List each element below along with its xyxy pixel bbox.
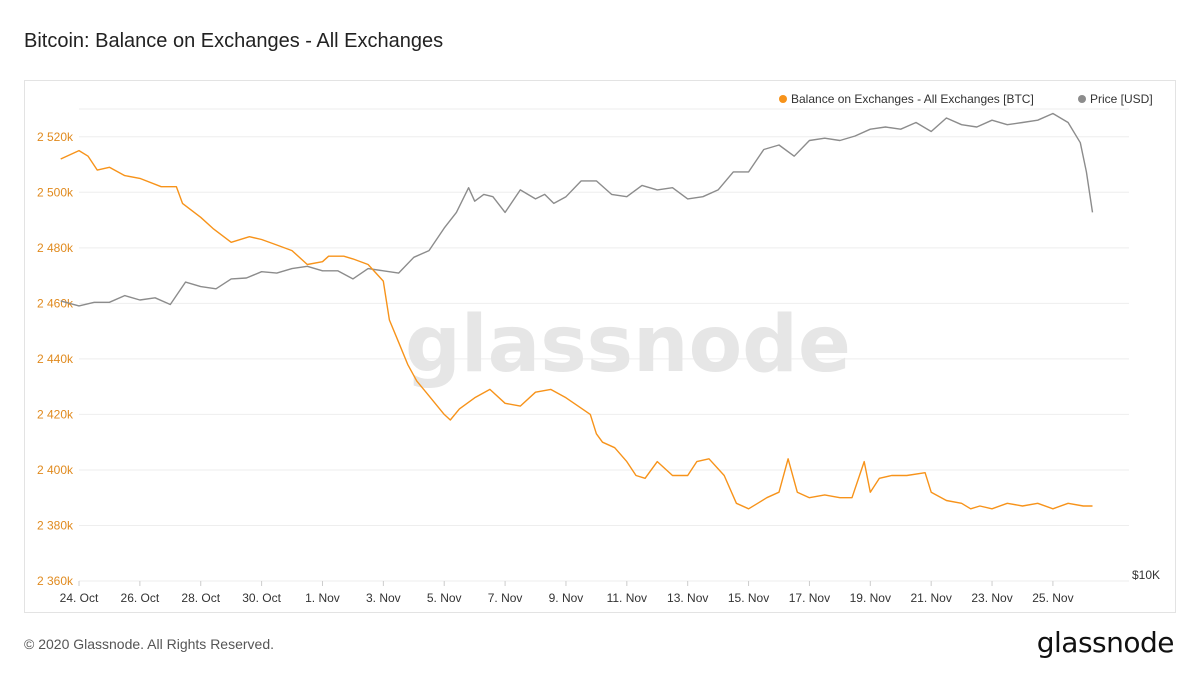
x-tick-label: 5. Nov	[427, 591, 462, 605]
copyright-footer: © 2020 Glassnode. All Rights Reserved.	[24, 636, 275, 652]
right-axis-tick-label: $10K	[1132, 568, 1160, 582]
x-tick-label: 17. Nov	[789, 591, 830, 605]
x-tick-label: 1. Nov	[305, 591, 340, 605]
chart-svg: glassnode 2 360k 2 380k 2 400k 2 420k 2 440k…	[37, 92, 1160, 605]
y-tick-label: 2 420k	[37, 407, 74, 421]
x-tick-label: 30. Oct	[242, 591, 281, 605]
x-tick-label: 26. Oct	[121, 591, 160, 605]
legend[interactable]: Balance on Exchanges - All Exchanges [BT…	[779, 92, 1153, 106]
x-tick-label: 21. Nov	[910, 591, 951, 605]
y-tick-label: 2 520k	[37, 130, 74, 144]
x-tick-label: 25. Nov	[1032, 591, 1073, 605]
legend-price-label[interactable]: Price [USD]	[1090, 92, 1153, 106]
y-tick-label: 2 500k	[37, 185, 74, 199]
x-tick-label: 9. Nov	[549, 591, 584, 605]
x-tick-label: 15. Nov	[728, 591, 769, 605]
x-tick-label: 19. Nov	[850, 591, 891, 605]
x-tick-label: 28. Oct	[181, 591, 220, 605]
legend-price-marker	[1078, 95, 1086, 103]
legend-balance-marker	[779, 95, 787, 103]
x-tick-label: 24. Oct	[60, 591, 99, 605]
y-tick-label: 2 460k	[37, 296, 74, 310]
balance-series-line	[60, 149, 1093, 510]
x-tick-label: 7. Nov	[488, 591, 523, 605]
x-tick-label: 23. Nov	[971, 591, 1012, 605]
y-tick-label: 2 360k	[37, 574, 74, 588]
x-tick-label: 11. Nov	[607, 591, 647, 605]
y-tick-label: 2 480k	[37, 241, 74, 255]
y-tick-label: 2 380k	[37, 518, 74, 532]
chart-title: Bitcoin: Balance on Exchanges - All Exch…	[24, 30, 444, 52]
watermark: glassnode	[405, 300, 851, 390]
y-tick-label: 2 440k	[37, 352, 74, 366]
chart-container: glassnode 2 360k 2 380k 2 400k 2 420k 2 440k…	[24, 80, 1176, 613]
y-tick-label: 2 400k	[37, 463, 74, 477]
price-series-line	[60, 112, 1094, 307]
x-tick-label: 13. Nov	[667, 591, 708, 605]
legend-balance-label[interactable]: Balance on Exchanges - All Exchanges [BT…	[791, 92, 1034, 106]
x-tick-label: 3. Nov	[366, 591, 401, 605]
brand-logo[interactable]: glassnode	[1036, 626, 1175, 659]
